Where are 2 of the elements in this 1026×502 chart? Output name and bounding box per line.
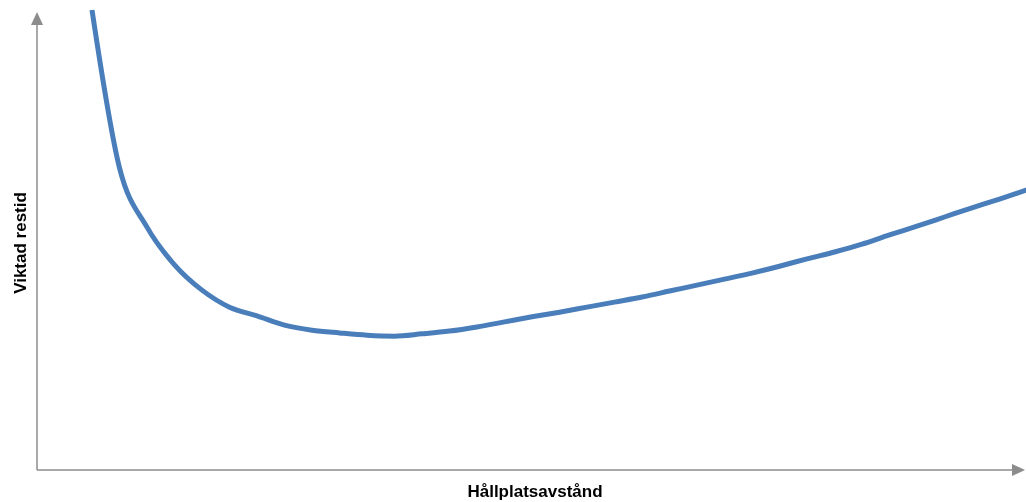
x-axis-title: Hållplatsavstånd (467, 482, 603, 501)
y-axis-title: Viktad restid (11, 192, 30, 294)
